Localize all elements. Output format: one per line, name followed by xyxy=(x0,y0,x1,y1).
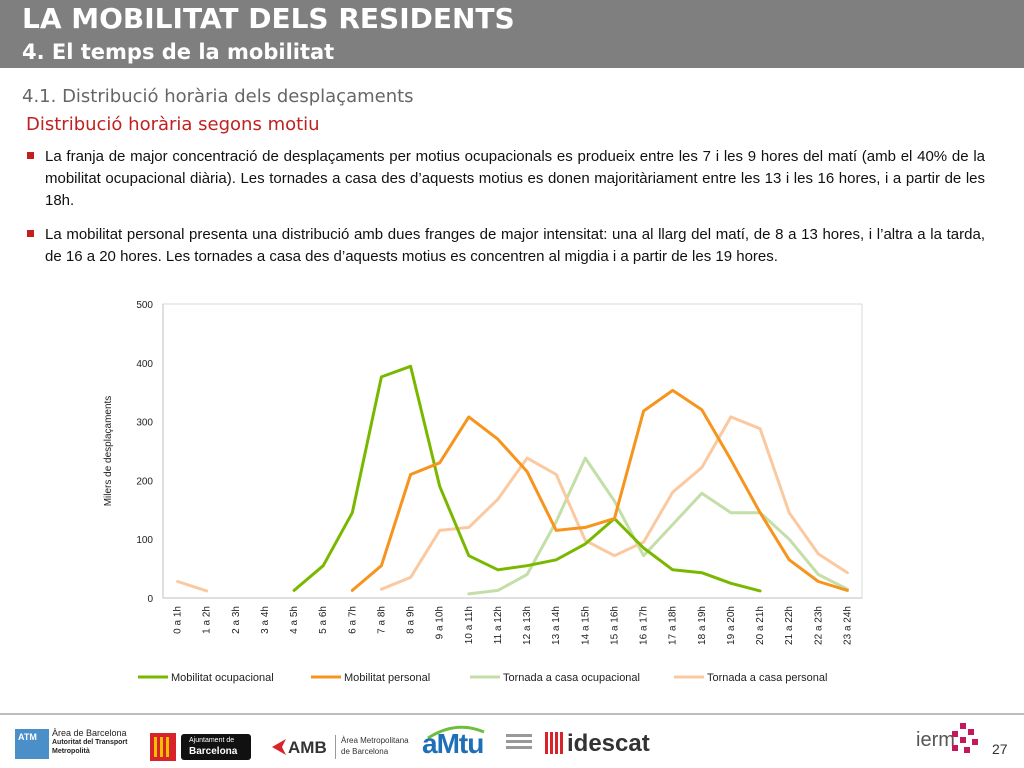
x-tick-label: 13 a 14h xyxy=(551,606,562,645)
section-subtitle: Distribució horària segons motiu xyxy=(26,114,320,135)
x-tick-label: 17 a 18h xyxy=(668,606,679,645)
slide-title: LA MOBILITAT DELS RESIDENTS xyxy=(22,2,515,35)
x-tick-label: 7 a 8h xyxy=(376,606,387,634)
series-line xyxy=(292,364,762,593)
section-title: 4.1. Distribució horària dels desplaçame… xyxy=(22,86,414,107)
y-tick-label: 100 xyxy=(136,535,153,546)
ierm-logo: ierm xyxy=(914,723,984,759)
x-tick-label: 3 a 4h xyxy=(260,606,271,634)
x-tick-label: 18 a 19h xyxy=(697,606,708,645)
x-tick-label: 20 a 21h xyxy=(755,606,766,645)
y-axis-label: Milers de desplaçaments xyxy=(103,396,114,507)
x-tick-label: 5 a 6h xyxy=(318,606,329,634)
x-tick-label: 12 a 13h xyxy=(522,606,533,645)
x-tick-label: 0 a 1h xyxy=(173,606,184,634)
legend-label: Mobilitat ocupacional xyxy=(171,672,274,684)
amb-arrow-icon xyxy=(272,739,286,755)
bullet-item: La mobilitat personal presenta una distr… xyxy=(27,224,985,268)
amtu-logo: aMtu xyxy=(420,724,535,764)
y-tick-label: 300 xyxy=(136,418,153,429)
series-line xyxy=(467,456,849,596)
x-tick-label: 6 a 7h xyxy=(347,606,358,634)
x-tick-label: 8 a 9h xyxy=(406,606,417,634)
series-line xyxy=(176,580,209,593)
x-tick-label: 22 a 23h xyxy=(813,606,824,645)
x-tick-label: 21 a 22h xyxy=(784,606,795,645)
legend-label: Tornada a casa ocupacional xyxy=(503,672,640,684)
x-tick-label: 23 a 24h xyxy=(842,606,853,645)
bullet-square-icon xyxy=(27,152,34,159)
bullet-text: La franja de major concentració de despl… xyxy=(45,148,985,209)
slide-subtitle: 4. El temps de la mobilitat xyxy=(22,40,335,64)
ierm-mosaic-icon xyxy=(952,723,978,753)
barcelona-label: Ajuntament de Barcelona xyxy=(181,734,251,760)
footer-divider xyxy=(0,713,1024,715)
x-tick-label: 1 a 2h xyxy=(202,606,213,634)
y-tick-label: 500 xyxy=(136,300,153,311)
x-tick-label: 9 a 10h xyxy=(435,606,446,639)
idescat-logo: idescat xyxy=(545,730,655,760)
line-chart: 0 100 200 300 400 500 Milers de desplaçaments 0… xyxy=(103,300,863,684)
x-tick-label: 15 a 16h xyxy=(609,606,620,645)
ajuntament-barcelona-logo: Ajuntament de Barcelona xyxy=(150,733,251,761)
plot-area xyxy=(162,303,863,599)
y-tick-label: 0 xyxy=(147,594,153,605)
series-line xyxy=(379,415,849,591)
y-tick-label: 400 xyxy=(136,359,153,370)
bullet-square-icon xyxy=(27,230,34,237)
series-line xyxy=(350,388,849,592)
amtu-swoosh-icon xyxy=(427,725,485,740)
atm-logo: ATM Àrea de Barcelona Autoritat del Tran… xyxy=(15,727,127,761)
idescat-stripes-icon xyxy=(545,732,565,754)
bullet-item: La franja de major concentració de despl… xyxy=(27,146,985,212)
bullet-text: La mobilitat personal presenta una distr… xyxy=(45,226,985,265)
x-tick-label: 10 a 11h xyxy=(464,606,475,644)
x-tick-label: 14 a 15h xyxy=(580,606,591,645)
y-tick-label: 200 xyxy=(136,476,153,487)
amb-logo: AMB Àrea Metropolitana de Barcelona xyxy=(272,733,409,761)
atm-badge: ATM xyxy=(15,729,49,759)
x-tick-label: 11 a 12h xyxy=(493,606,504,644)
legend-label: Tornada a casa personal xyxy=(707,672,827,684)
legend-label: Mobilitat personal xyxy=(344,672,430,684)
x-tick-label: 19 a 20h xyxy=(726,606,737,645)
page-number: 27 xyxy=(992,741,1008,757)
x-tick-label: 4 a 5h xyxy=(289,606,300,634)
slide-header: LA MOBILITAT DELS RESIDENTS 4. El temps … xyxy=(0,0,1024,68)
x-tick-label: 16 a 17h xyxy=(639,606,650,645)
x-tick-label: 2 a 3h xyxy=(231,606,242,634)
barcelona-shield-icon xyxy=(150,733,176,761)
